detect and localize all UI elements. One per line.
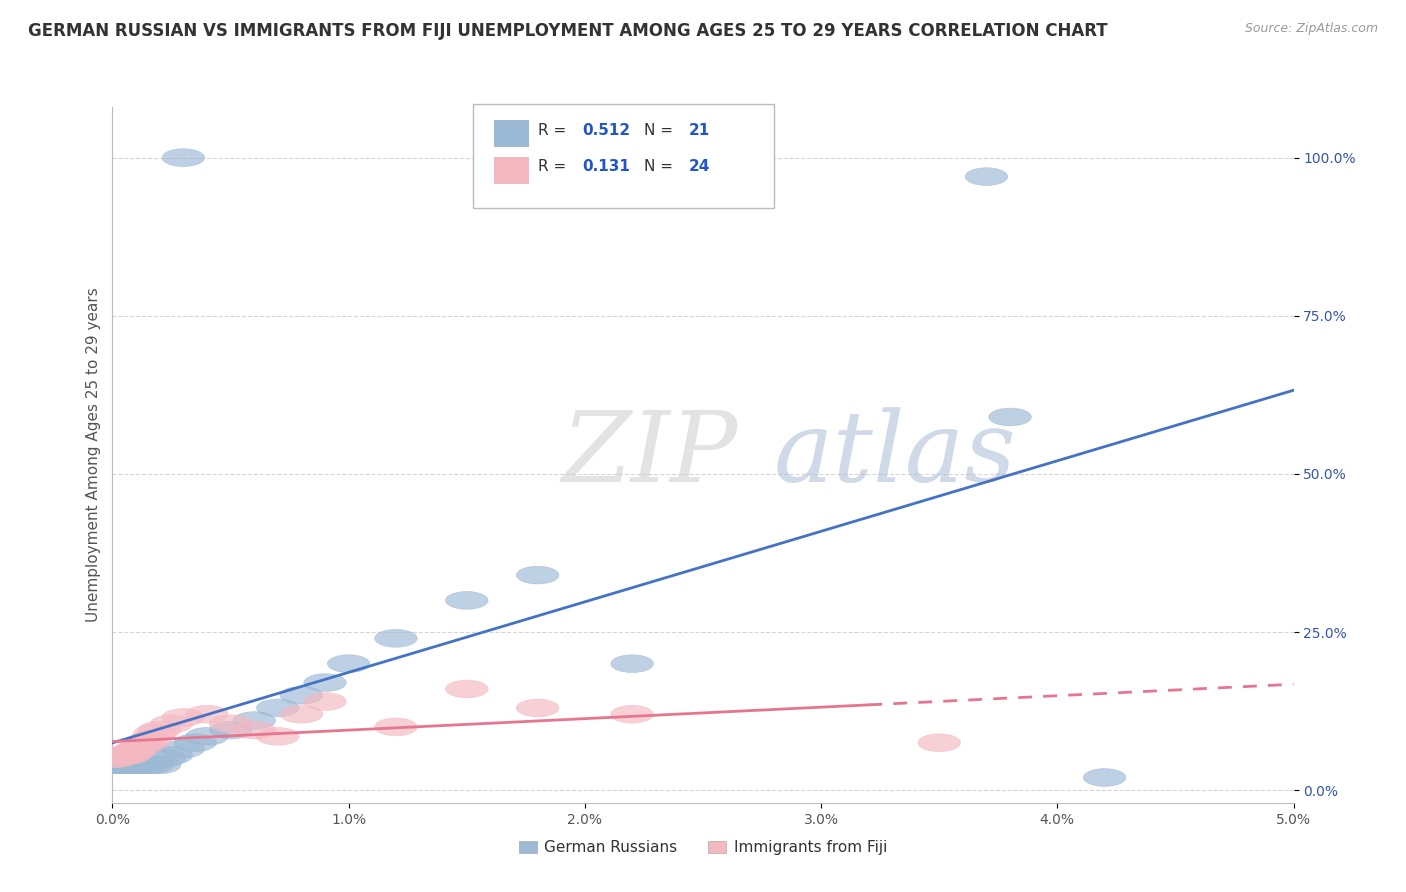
Text: N =: N = (644, 123, 678, 138)
Ellipse shape (446, 680, 488, 698)
Ellipse shape (103, 747, 146, 764)
Ellipse shape (129, 731, 172, 748)
Text: atlas: atlas (773, 408, 1017, 502)
Ellipse shape (186, 706, 228, 723)
Ellipse shape (120, 737, 162, 755)
Ellipse shape (610, 706, 654, 723)
Ellipse shape (918, 734, 960, 752)
Ellipse shape (610, 655, 654, 673)
Text: ZIP: ZIP (561, 408, 738, 502)
Ellipse shape (186, 728, 228, 745)
Ellipse shape (101, 756, 143, 773)
Ellipse shape (233, 722, 276, 739)
Ellipse shape (112, 743, 155, 761)
Ellipse shape (233, 712, 276, 730)
Ellipse shape (280, 706, 323, 723)
Ellipse shape (122, 756, 165, 773)
Ellipse shape (94, 756, 136, 773)
Ellipse shape (516, 566, 560, 584)
Ellipse shape (209, 714, 252, 732)
Ellipse shape (124, 734, 167, 752)
Ellipse shape (162, 708, 205, 726)
Ellipse shape (446, 591, 488, 609)
Ellipse shape (988, 409, 1032, 425)
Ellipse shape (96, 749, 138, 767)
Text: R =: R = (537, 159, 571, 174)
Ellipse shape (115, 740, 157, 758)
Text: GERMAN RUSSIAN VS IMMIGRANTS FROM FIJI UNEMPLOYMENT AMONG AGES 25 TO 29 YEARS CO: GERMAN RUSSIAN VS IMMIGRANTS FROM FIJI U… (28, 22, 1108, 40)
Y-axis label: Unemployment Among Ages 25 to 29 years: Unemployment Among Ages 25 to 29 years (86, 287, 101, 623)
Ellipse shape (143, 749, 186, 767)
Ellipse shape (115, 756, 157, 773)
Ellipse shape (131, 756, 174, 773)
Ellipse shape (280, 687, 323, 704)
Ellipse shape (134, 724, 176, 742)
Ellipse shape (110, 756, 153, 773)
Ellipse shape (304, 673, 346, 691)
Ellipse shape (150, 747, 193, 764)
Ellipse shape (256, 699, 299, 717)
Ellipse shape (138, 722, 181, 739)
Ellipse shape (304, 693, 346, 710)
Ellipse shape (209, 722, 252, 739)
Ellipse shape (127, 756, 169, 773)
Ellipse shape (516, 699, 560, 717)
Text: 21: 21 (689, 123, 710, 138)
Ellipse shape (98, 747, 141, 764)
Ellipse shape (174, 734, 217, 752)
FancyBboxPatch shape (494, 157, 530, 184)
Ellipse shape (103, 756, 146, 773)
FancyBboxPatch shape (472, 103, 773, 208)
Legend: German Russians, Immigrants from Fiji: German Russians, Immigrants from Fiji (512, 834, 894, 862)
Ellipse shape (138, 756, 181, 773)
Text: 0.131: 0.131 (582, 159, 630, 174)
Ellipse shape (98, 756, 141, 773)
Text: N =: N = (644, 159, 678, 174)
FancyBboxPatch shape (494, 120, 530, 146)
Ellipse shape (150, 714, 193, 732)
Ellipse shape (965, 168, 1008, 186)
Ellipse shape (110, 743, 153, 761)
Ellipse shape (374, 630, 418, 648)
Ellipse shape (162, 740, 205, 758)
Ellipse shape (374, 718, 418, 736)
Ellipse shape (96, 756, 138, 773)
Text: R =: R = (537, 123, 571, 138)
Ellipse shape (120, 756, 162, 773)
Ellipse shape (105, 747, 148, 764)
Ellipse shape (108, 747, 150, 764)
Ellipse shape (112, 756, 155, 773)
Ellipse shape (162, 149, 205, 167)
Text: 0.512: 0.512 (582, 123, 631, 138)
Ellipse shape (94, 749, 136, 767)
Ellipse shape (1083, 769, 1126, 787)
Ellipse shape (105, 756, 148, 773)
Text: Source: ZipAtlas.com: Source: ZipAtlas.com (1244, 22, 1378, 36)
Ellipse shape (101, 747, 143, 764)
Ellipse shape (328, 655, 370, 673)
Ellipse shape (108, 756, 150, 773)
Ellipse shape (256, 728, 299, 745)
Text: 24: 24 (689, 159, 710, 174)
